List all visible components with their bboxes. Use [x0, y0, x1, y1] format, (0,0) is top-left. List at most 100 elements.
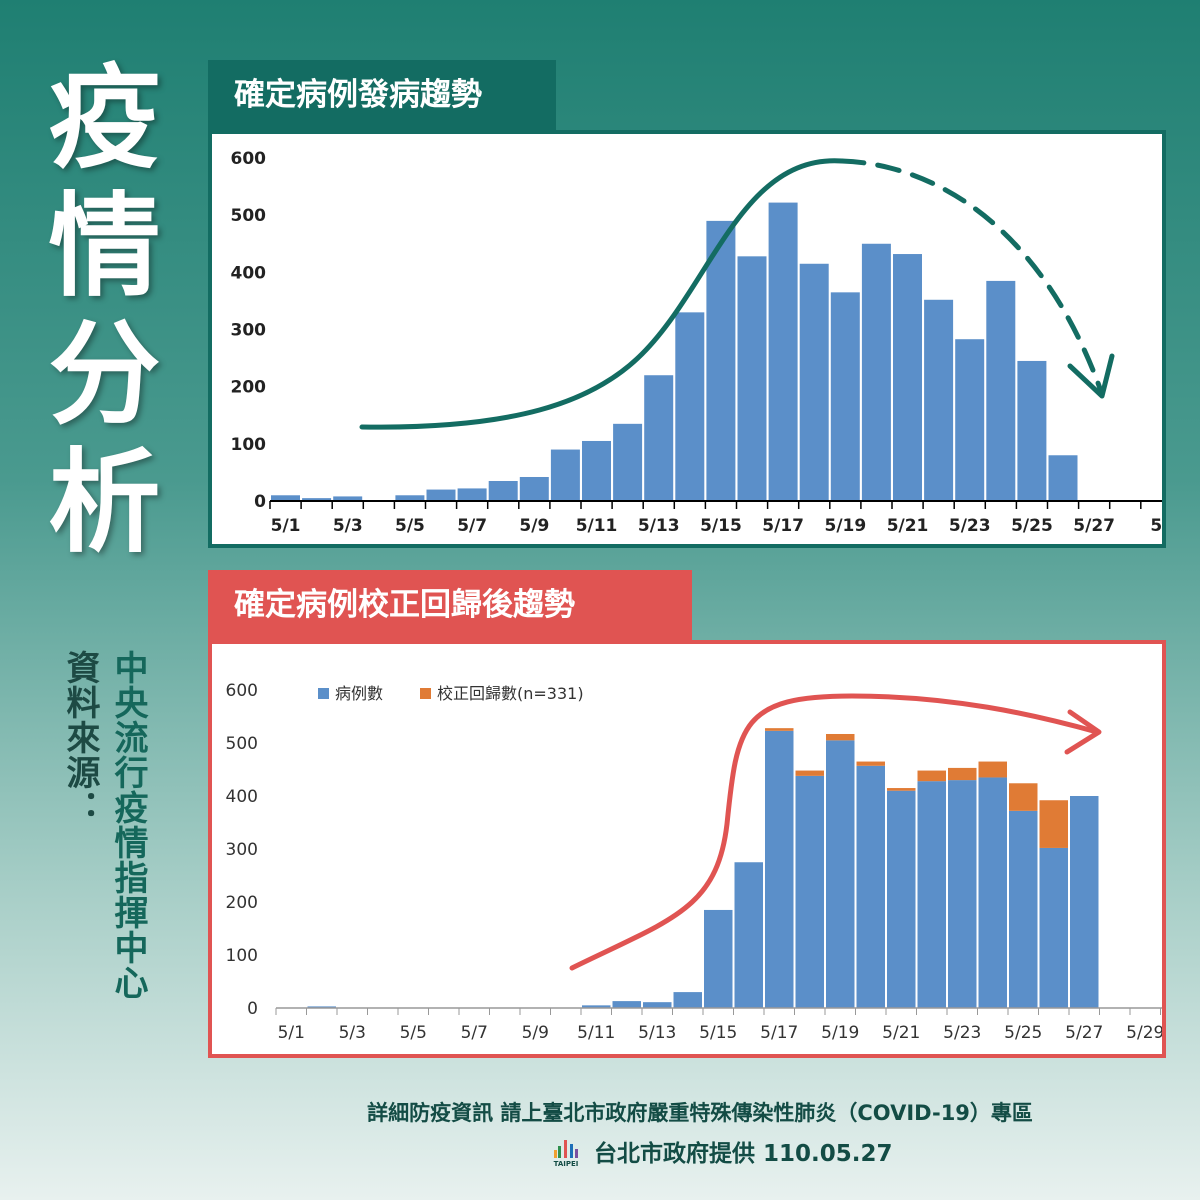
x-tick-label: 5	[1150, 516, 1162, 536]
trend-curve-dashed	[839, 158, 1105, 397]
bar-cases	[765, 730, 794, 1008]
bar-cases	[856, 765, 885, 1008]
x-tick-label: 5/29	[1126, 1023, 1162, 1043]
bar-cases	[1009, 810, 1038, 1008]
x-tick-label: 5/15	[699, 1023, 737, 1043]
y-tick-label: 600	[231, 149, 267, 169]
x-tick-label: 5/1	[278, 1023, 305, 1043]
x-tick-label: 5/3	[333, 516, 363, 536]
x-tick-label: 5/7	[461, 1023, 488, 1043]
bar	[675, 312, 705, 501]
y-tick-label: 300	[226, 840, 258, 860]
bar-backfill	[948, 767, 977, 781]
bar-cases	[673, 992, 702, 1008]
x-tick-label: 5/19	[821, 1023, 859, 1043]
bar-cases	[887, 790, 916, 1008]
x-tick-label: 5/9	[519, 516, 549, 536]
bar	[333, 496, 363, 501]
bar-cases	[734, 862, 763, 1008]
bar-backfill	[765, 728, 794, 731]
bar-backfill	[795, 770, 824, 776]
chart2-panel: 0 100 200 300 400 500 600 5/1 5/3 5/5 5/7 5/9 5/11 5/…	[208, 640, 1166, 1058]
bar	[644, 375, 674, 501]
bar-cases	[1070, 796, 1099, 1008]
y-tick-label: 500	[231, 206, 267, 226]
side-title-char: 情	[48, 182, 161, 312]
x-tick-label: 5/1	[271, 516, 301, 536]
bar	[893, 254, 922, 501]
bar	[830, 292, 860, 501]
bar	[519, 476, 549, 501]
source-label: 資料來源：	[60, 650, 100, 825]
y-tick-label: 100	[231, 435, 267, 455]
x-tick-label: 5/21	[887, 516, 929, 536]
y-tick-label: 600	[226, 681, 258, 701]
x-tick-label: 5/9	[522, 1023, 549, 1043]
bar	[737, 256, 767, 501]
bar-cases	[582, 1005, 611, 1008]
x-tick-label: 5/21	[882, 1023, 920, 1043]
y-tick-label: 200	[226, 893, 258, 913]
chart1-panel: 0 100 200 300 400 500 600 5/1 5/3 5/5 5/7 5/9 5/11 5/…	[208, 130, 1166, 548]
y-tick-label: 100	[226, 946, 258, 966]
bar	[1048, 455, 1078, 501]
side-title-char: 疫	[48, 54, 161, 184]
legend-swatch-cases	[318, 688, 329, 699]
bar	[799, 263, 829, 501]
x-tick-label: 5/25	[1011, 516, 1053, 536]
bar	[768, 202, 798, 501]
bar	[1017, 360, 1047, 501]
y-tick-label: 500	[226, 734, 258, 754]
x-tick-label: 5/7	[457, 516, 487, 536]
x-tick-label: 5/13	[638, 516, 680, 536]
bar	[302, 498, 332, 501]
trend-arrowhead	[1067, 353, 1115, 399]
x-tick-label: 5/13	[638, 1023, 676, 1043]
bar	[271, 495, 300, 501]
bar	[457, 488, 487, 501]
bar-cases	[948, 780, 977, 1008]
side-title: 疫 情 分 析	[42, 55, 167, 567]
bar-cases	[917, 781, 946, 1008]
chart1-title: 確定病例發病趨勢	[208, 60, 556, 130]
x-tick-label: 5/11	[576, 516, 618, 536]
bar	[986, 280, 1016, 501]
legend-swatch-backfill	[420, 688, 431, 699]
footer-credit-text: 台北市政府提供 110.05.27	[594, 1141, 893, 1167]
bar-cases	[826, 740, 855, 1008]
y-tick-label: 0	[247, 999, 258, 1019]
source-org: 中央流行疫情指揮中心	[108, 650, 148, 1000]
bar-cases	[643, 1002, 672, 1008]
bar-backfill	[826, 733, 855, 741]
x-tick-label: 5/27	[1065, 1023, 1103, 1043]
footer-credit: TAIPEI 台北市政府提供 110.05.27	[550, 1137, 893, 1171]
y-tick-label: 0	[254, 492, 266, 512]
x-tick-label: 5/27	[1073, 516, 1115, 536]
x-tick-label: 5/5	[400, 1023, 427, 1043]
chart1-svg: 0 100 200 300 400 500 600 5/1 5/3 5/5 5/7 5/9 5/11 5/…	[231, 149, 1162, 536]
bar-backfill	[856, 761, 885, 766]
bar-cases	[978, 777, 1007, 1008]
y-tick-label: 300	[231, 321, 267, 341]
legend-label-cases: 病例數	[335, 684, 383, 703]
bar	[426, 489, 456, 501]
x-tick-label: 5/23	[943, 1023, 981, 1043]
side-title-char: 析	[48, 438, 161, 568]
y-tick-label: 400	[226, 787, 258, 807]
x-tick-label: 5/25	[1004, 1023, 1042, 1043]
bar	[395, 495, 425, 501]
bar	[582, 440, 611, 501]
bar-backfill	[978, 761, 1007, 778]
bar-backfill	[1039, 800, 1068, 848]
bar	[706, 220, 736, 501]
bar-cases	[704, 909, 733, 1008]
y-tick-label: 200	[231, 378, 267, 398]
trend-curve	[569, 693, 1100, 971]
x-tick-label: 5/15	[700, 516, 742, 536]
side-title-char: 分	[48, 310, 161, 440]
bar-backfill	[887, 788, 916, 791]
bar-cases	[795, 775, 824, 1008]
trend-arrowhead	[1064, 709, 1102, 755]
bar	[488, 480, 518, 501]
bar-backfill	[917, 770, 946, 782]
